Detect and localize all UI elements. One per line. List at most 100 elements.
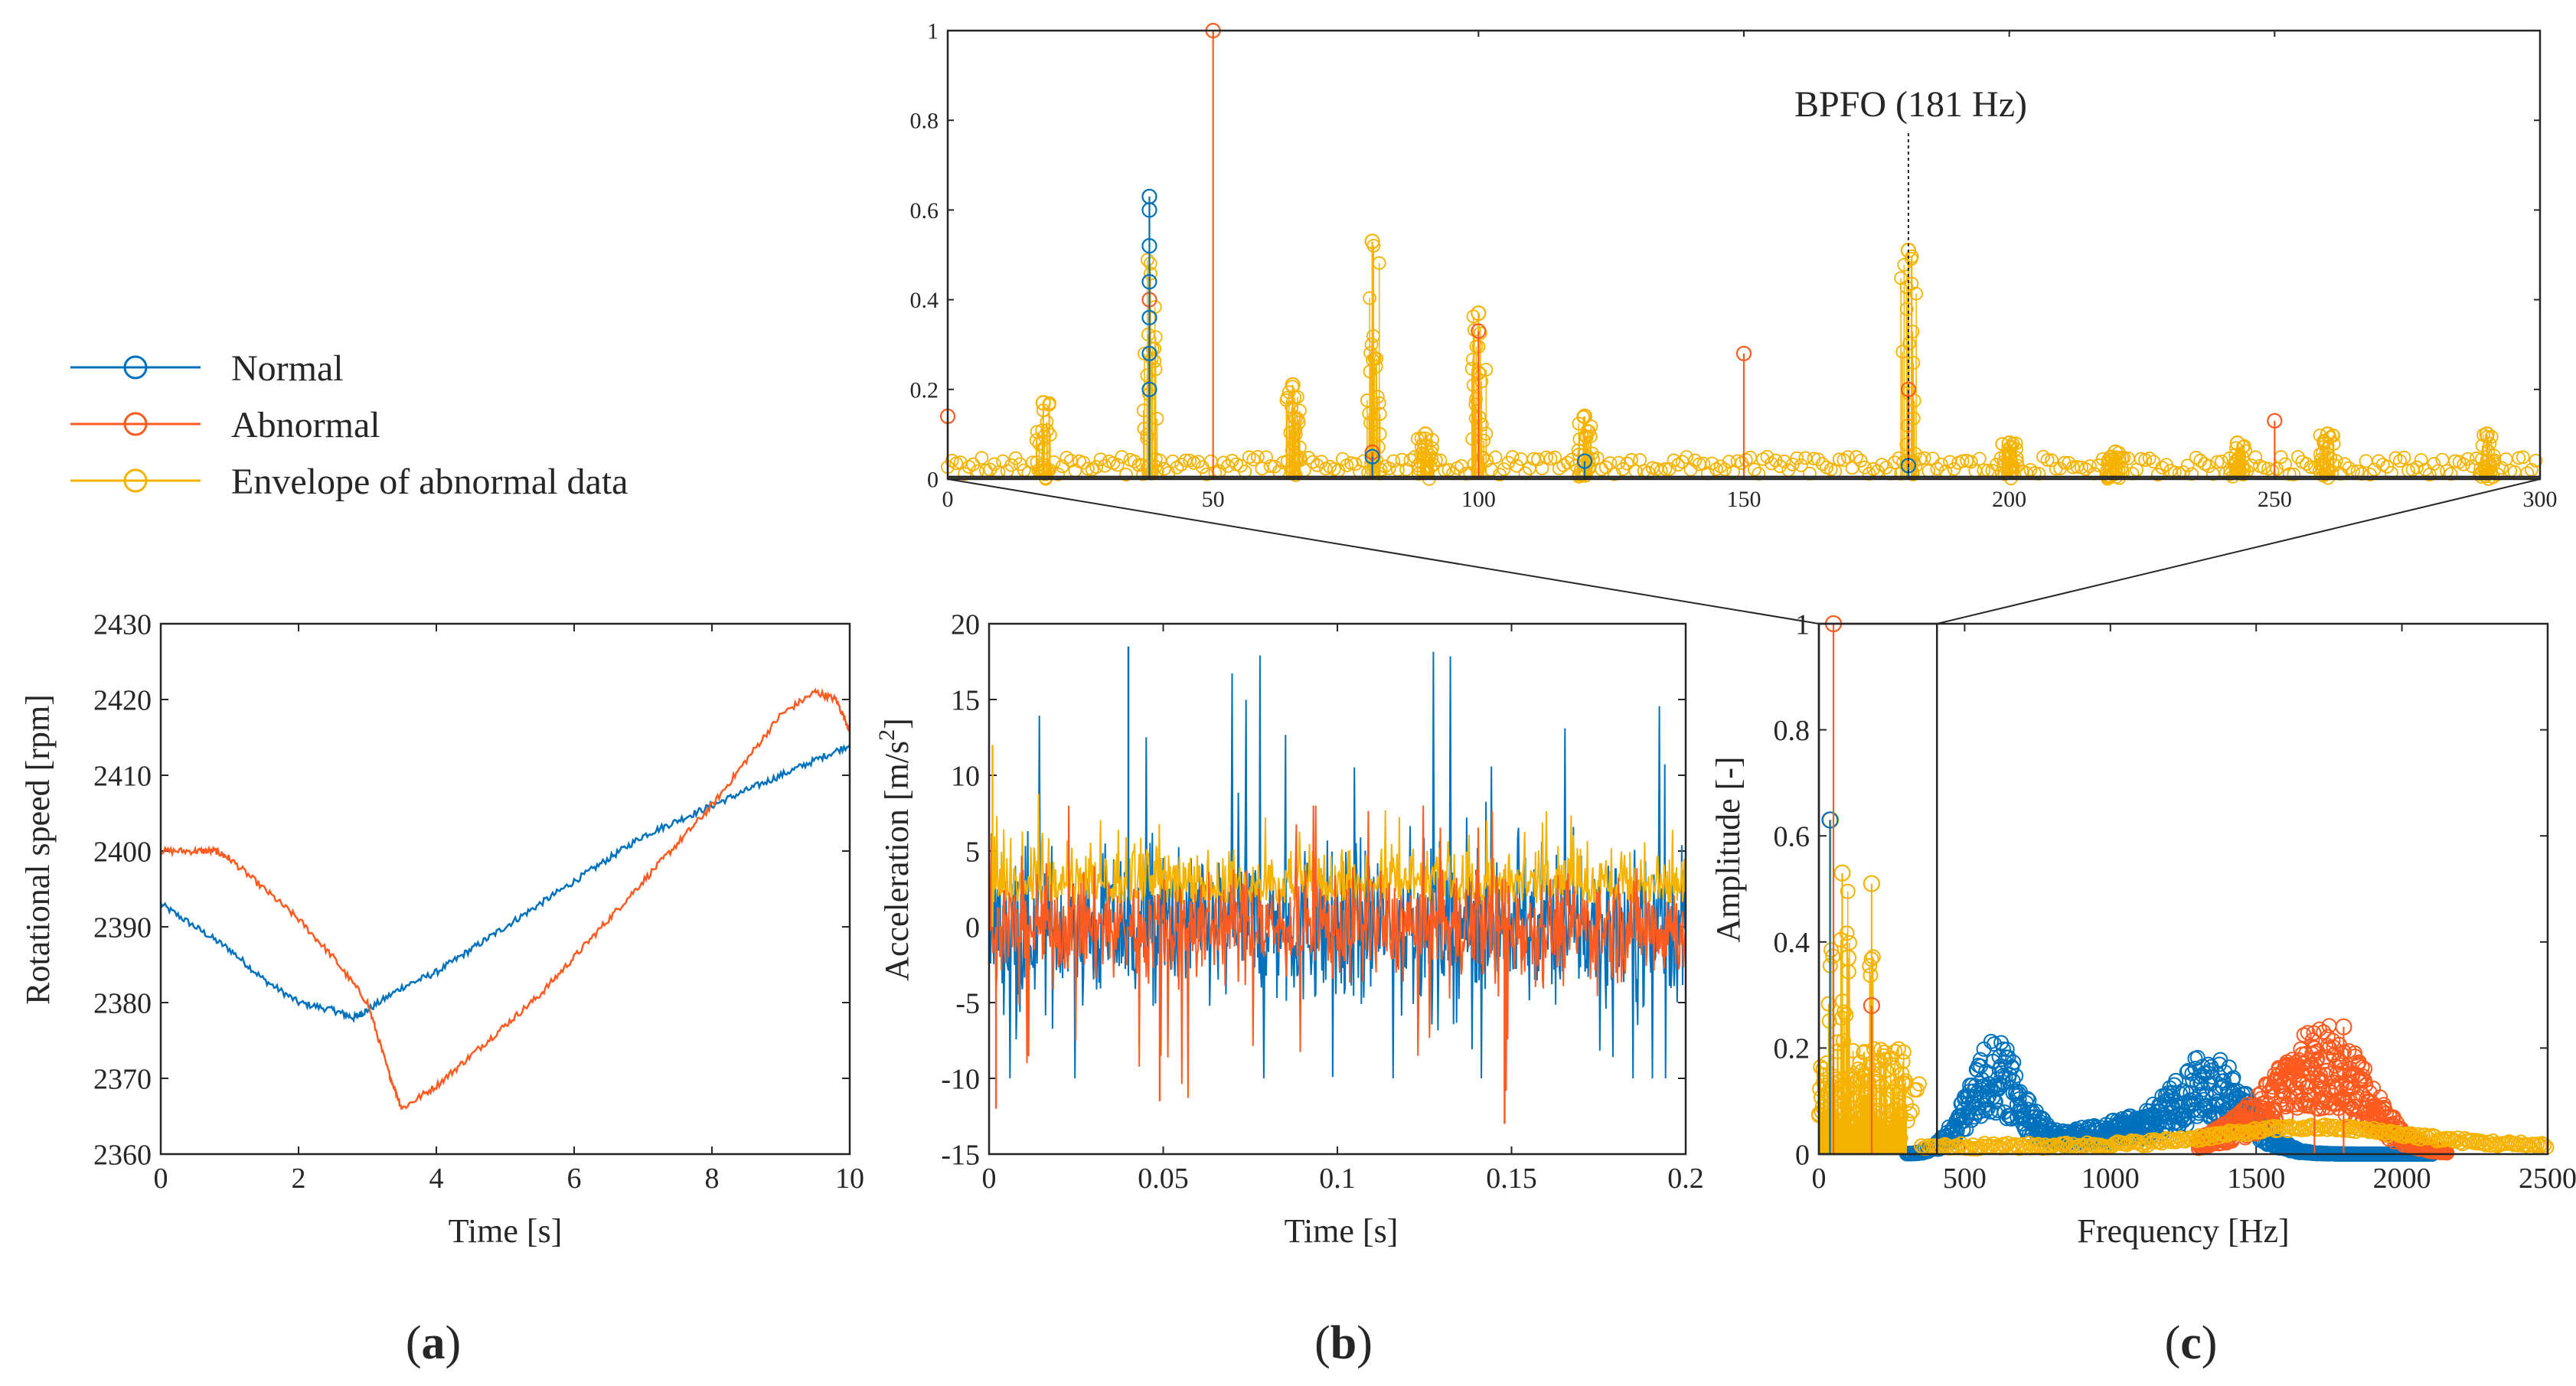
envelope-marker xyxy=(2266,1119,2282,1135)
envelope-marker xyxy=(1839,925,1855,941)
abnormal-peak-marker xyxy=(1471,323,1487,339)
envelope-peak-marker xyxy=(1035,395,1051,411)
envelope-peak-marker xyxy=(1863,875,1881,892)
envelope-marker xyxy=(2483,436,2497,451)
envelope-marker xyxy=(1598,460,1613,475)
envelope-marker xyxy=(1620,456,1634,471)
x-tick-label: 6 xyxy=(567,1163,582,1195)
envelope-marker xyxy=(1140,368,1154,383)
envelope-marker xyxy=(2189,451,2203,465)
envelope-peak-marker xyxy=(1471,305,1487,321)
envelope-peak-marker xyxy=(1845,1071,1863,1089)
envelope-marker xyxy=(1110,458,1125,472)
envelope-marker xyxy=(2228,448,2243,462)
y-tick-label: 0.6 xyxy=(910,198,939,223)
subplot-label-a: (a) xyxy=(406,1317,461,1369)
abnormal-marker xyxy=(2334,1055,2350,1071)
envelope-marker xyxy=(2144,1134,2160,1150)
envelope-marker xyxy=(2397,450,2411,465)
envelope-marker xyxy=(1141,328,1155,341)
y-tick-label: 0.8 xyxy=(910,109,939,134)
envelope-marker xyxy=(1832,452,1846,467)
legend-item-abnormal: Abnormal xyxy=(70,405,380,445)
bpfo-annotation: BPFO (181 Hz) xyxy=(1794,84,2027,125)
panel-b-xlabel: Time [s] xyxy=(1285,1212,1399,1250)
envelope-marker xyxy=(966,457,981,471)
envelope-marker xyxy=(1909,286,1924,301)
envelope-marker xyxy=(1658,461,1673,476)
envelope-marker xyxy=(2398,1126,2414,1142)
envelope-marker xyxy=(1474,374,1489,389)
envelope-marker xyxy=(1386,454,1401,468)
panel-b-acceleration: Time [s] Acceleration [m/s2] 0 0.05 0.1 0.1… xyxy=(874,608,1704,1250)
normal-marker xyxy=(2000,1049,2016,1065)
envelope-peak-marker xyxy=(1833,864,1851,882)
envelope-marker xyxy=(2282,467,2297,481)
envelope-marker xyxy=(2235,450,2250,465)
x-tick-label: 1000 xyxy=(2081,1163,2140,1195)
envelope-marker xyxy=(2342,461,2356,475)
normal-marker xyxy=(2212,1056,2228,1072)
envelope-marker xyxy=(2045,453,2059,468)
legend: Normal Abnormal Envelope of abnormal dat… xyxy=(70,348,628,502)
envelope-marker xyxy=(1850,450,1863,464)
envelope-marker xyxy=(1469,339,1484,354)
envelope-marker xyxy=(2337,457,2352,471)
x-tick-label: 100 xyxy=(1461,487,1496,512)
envelope-peak-marker xyxy=(1839,949,1857,967)
envelope-marker xyxy=(1934,458,1948,471)
panel-b-frame xyxy=(988,622,1687,1156)
normal-marker xyxy=(2008,1068,2024,1084)
y-tick-label: 15 xyxy=(951,684,980,716)
legend-marker-envelope xyxy=(123,468,148,493)
y-tick-label: 0.2 xyxy=(1774,1033,1810,1065)
series-abnormal-signal xyxy=(988,805,1686,1098)
y-tick-label: 0 xyxy=(965,911,980,944)
normal-marker xyxy=(1141,274,1157,290)
envelope-peak-marker xyxy=(2479,426,2495,442)
envelope-peak-marker xyxy=(2107,444,2124,460)
panel-zoom-frame xyxy=(946,29,2542,481)
y-tick-label: 0.8 xyxy=(1774,715,1810,747)
envelope-marker xyxy=(1004,458,1019,472)
envelope-marker xyxy=(1972,1140,1988,1156)
envelope-marker xyxy=(1765,456,1778,471)
envelope-marker xyxy=(1853,1071,1869,1087)
x-tick-label: 0.05 xyxy=(1138,1163,1189,1195)
envelope-marker xyxy=(2327,458,2342,472)
x-tick-label: 0 xyxy=(942,487,954,512)
normal-marker xyxy=(1957,1113,1973,1129)
envelope-marker xyxy=(1743,450,1758,465)
abnormal-marker xyxy=(2310,1051,2326,1067)
panel-c-spectrum: Frequency [Hz] Amplitude [-] 0 500 1000 150… xyxy=(1709,608,2576,1250)
envelope-marker xyxy=(1875,458,1889,472)
envelope-marker xyxy=(1937,1137,1953,1153)
legend-item-normal: Normal xyxy=(70,348,344,389)
envelope-marker xyxy=(1853,454,1868,468)
envelope-marker xyxy=(1174,458,1188,472)
x-tick-label: 2 xyxy=(292,1163,306,1195)
envelope-marker xyxy=(1455,459,1469,473)
envelope-marker xyxy=(1059,451,1074,465)
envelope-marker xyxy=(1862,958,1878,974)
envelope-marker xyxy=(1995,437,2010,452)
abnormal-peak-marker xyxy=(2306,1045,2323,1062)
x-tick-label: 0 xyxy=(1812,1163,1827,1195)
envelope-marker xyxy=(1505,450,1520,464)
envelope-marker xyxy=(1840,883,1856,899)
envelope-marker xyxy=(1972,452,1987,466)
abnormal-marker xyxy=(2319,1093,2335,1109)
y-tick-label: 2400 xyxy=(93,836,152,868)
envelope-marker xyxy=(1552,461,1566,475)
envelope-marker xyxy=(1466,309,1481,324)
envelope-marker xyxy=(2463,1132,2480,1148)
normal-marker xyxy=(1958,1121,1974,1137)
envelope-marker xyxy=(1899,437,1914,452)
x-tick-label: 1500 xyxy=(2227,1163,2285,1195)
x-tick-label: 2000 xyxy=(2373,1163,2431,1195)
normal-peak-marker xyxy=(1364,448,1380,465)
zoom-connector-left xyxy=(947,478,1820,625)
x-tick-label: 2500 xyxy=(2519,1163,2576,1195)
envelope-marker xyxy=(2313,457,2328,471)
